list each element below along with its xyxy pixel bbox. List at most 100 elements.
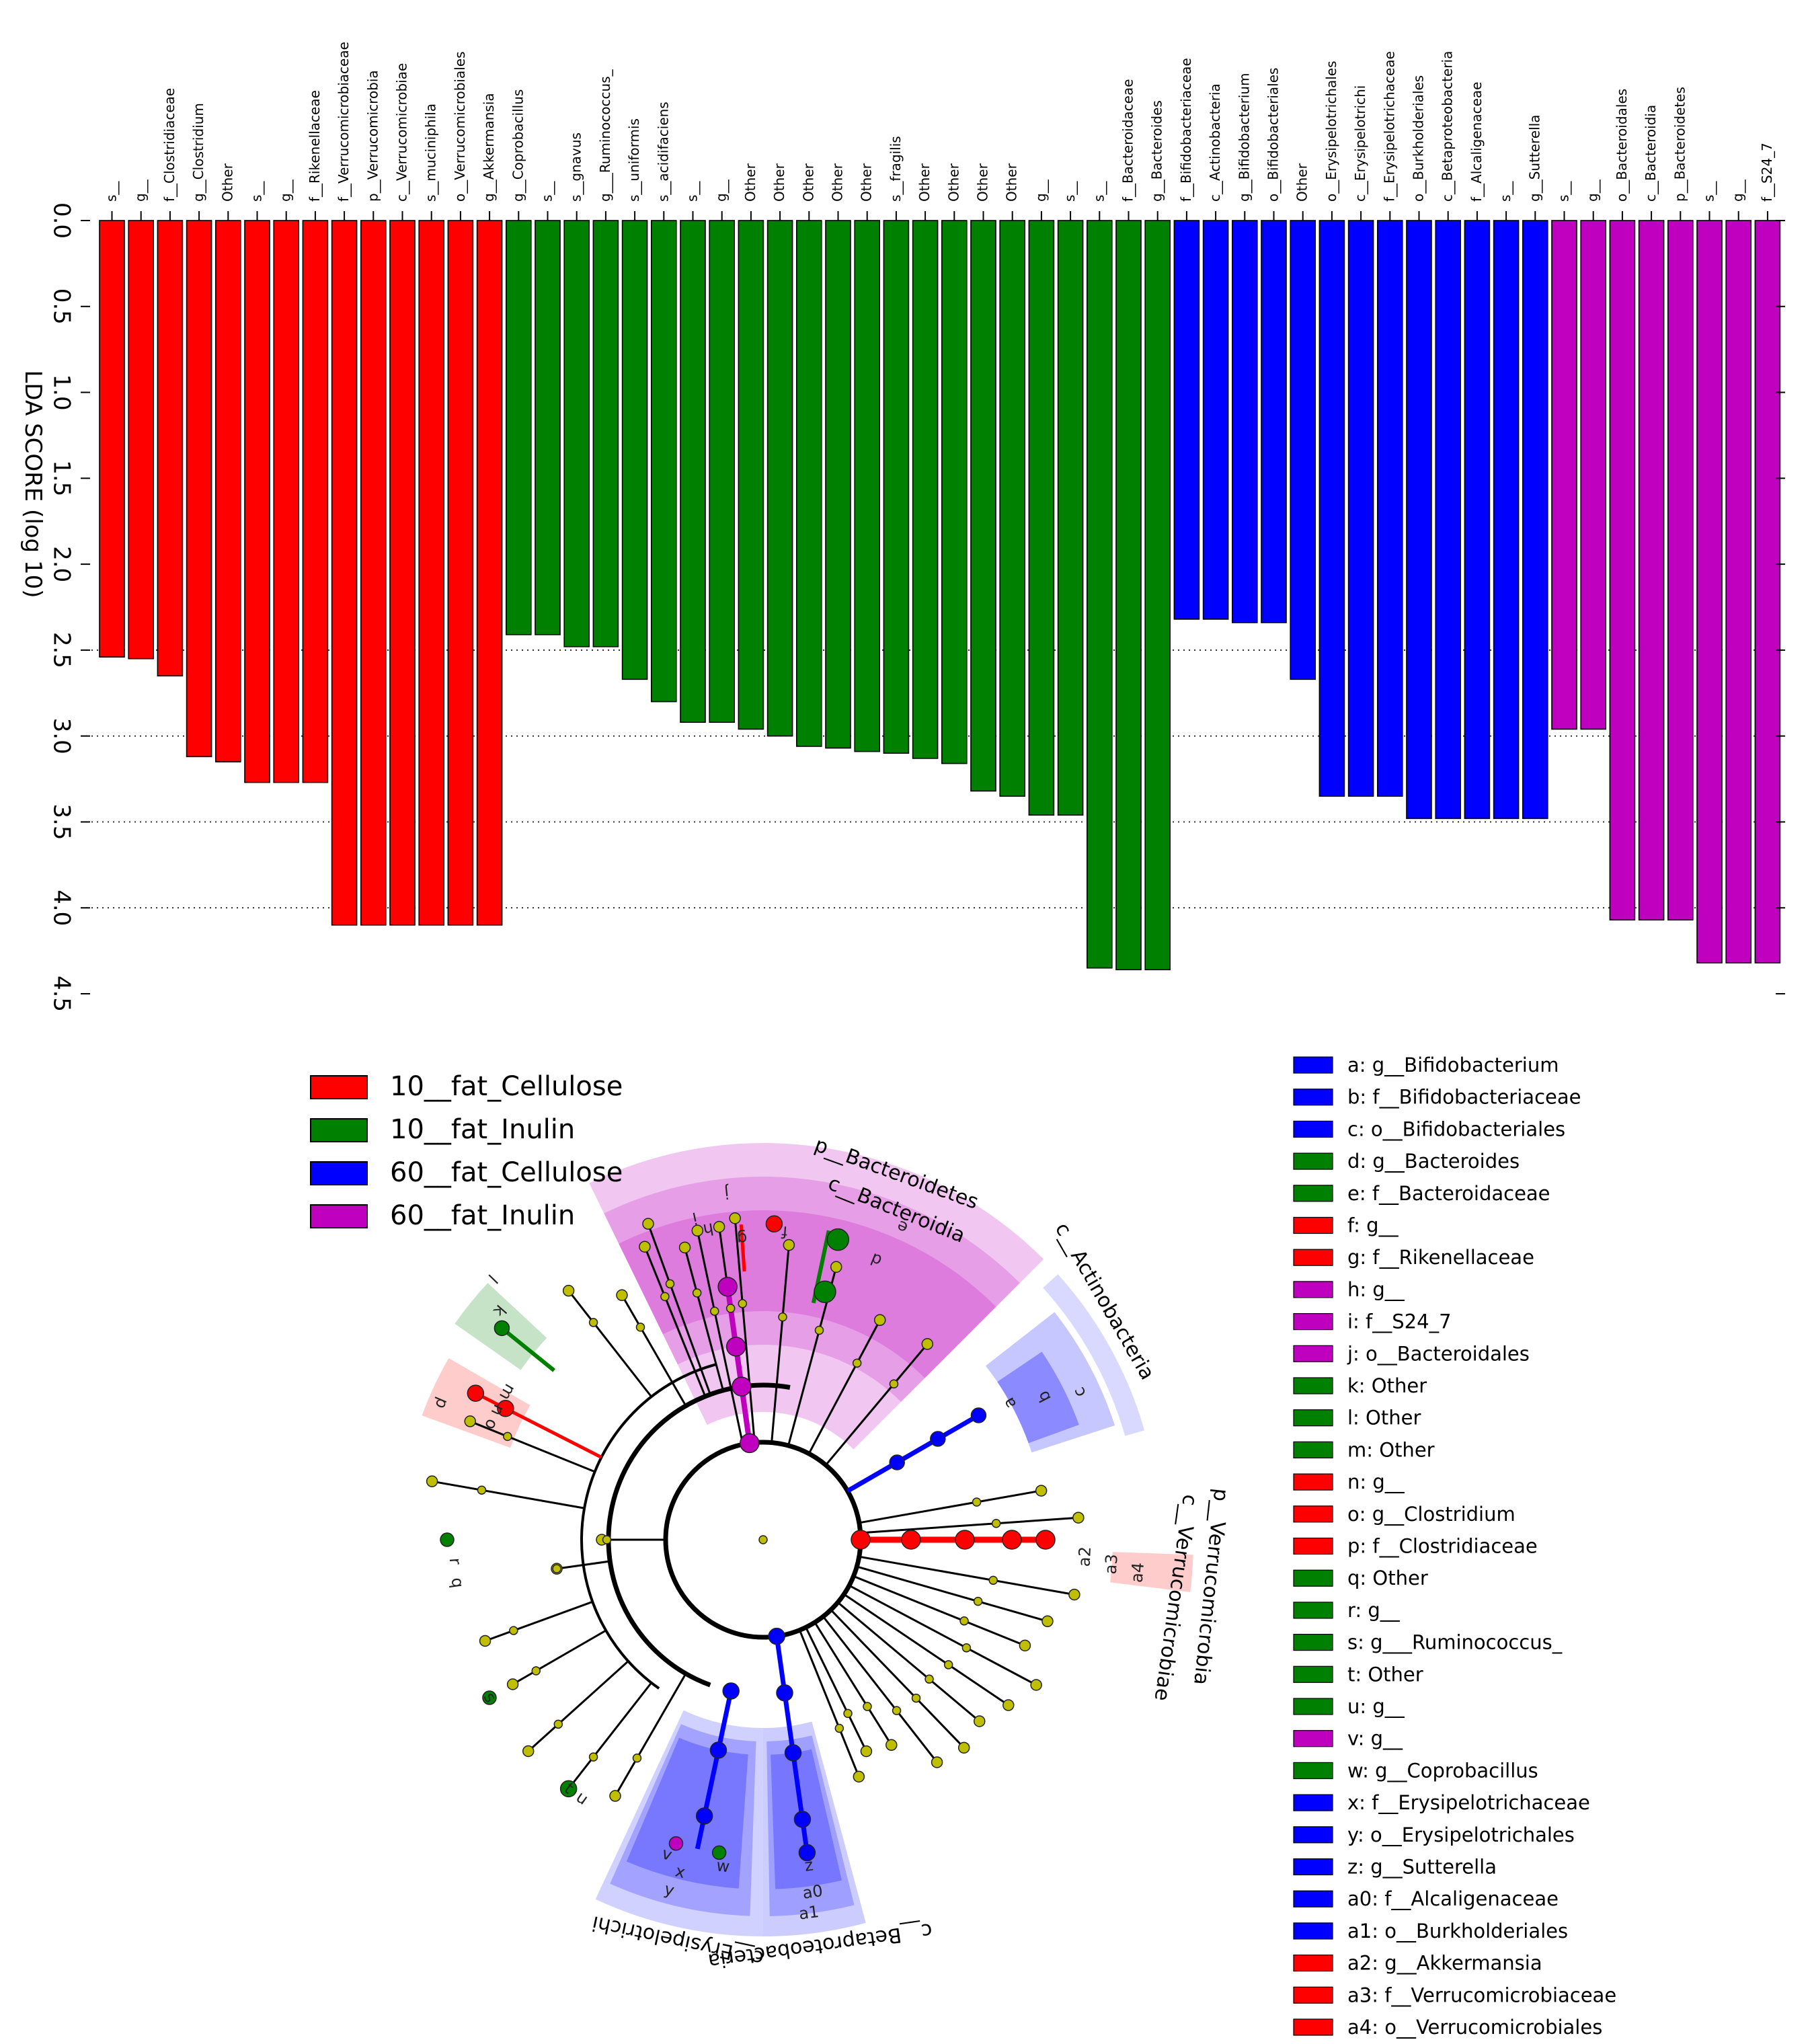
bar [680,220,706,723]
mid-node [738,1299,748,1308]
leaf-node [426,1475,438,1487]
mid-node [959,1616,969,1626]
firmicutes-arc [606,1382,764,1688]
node-bacteroides [814,1280,836,1304]
node-actinobacteria [970,1407,987,1423]
branch-clostridiaceae [475,1391,602,1459]
mid-node [863,1702,872,1711]
bar [535,220,561,635]
y-tick-label: 0.5 [48,288,75,325]
bar-label: Other [859,163,875,202]
node-clostridiaceae [497,1400,514,1417]
legend-swatch [310,1161,368,1185]
leaf-node [973,1715,986,1727]
mid-node [889,1379,899,1389]
mid-node [943,1660,953,1669]
bar [592,220,619,647]
leaf-node [1072,1511,1085,1524]
y-tick-label: 0.0 [48,202,75,239]
key-swatch [1293,1858,1333,1876]
branch [859,1555,1075,1596]
bar-label: o__Bifidobacteriales [1265,68,1282,202]
legend-entry: 10__fat_Inulin [390,1114,575,1145]
key-swatch [1293,1955,1333,1972]
y-tick-label: 1.5 [48,460,75,496]
branch [684,1247,724,1391]
bar-label: s__ [684,181,701,202]
leaf-node [1041,1615,1054,1628]
bar-label: Other [1004,163,1020,202]
lda-bar-chart: s__ g__ f__Clostridiaceae g__Clostridium Oth… [19,42,1785,1012]
key-swatch [1293,1441,1333,1458]
key-swatch [1293,1056,1333,1074]
bar-label: g__ [1033,179,1049,202]
bar [1290,220,1316,680]
y-axis: 0.0 0.5 1.0 1.5 2.0 2.5 3.0 3.5 4.0 4.5 [48,202,1785,1012]
bar [244,220,270,783]
bar-label: g__Akkermansia [481,93,497,202]
clade-letter: r [446,1557,465,1565]
bar-label: s__muciniphila [423,104,439,202]
mid-node [552,1564,561,1573]
key-swatch [1293,1794,1333,1811]
bar-label: c__Erysipelotrichi [1352,85,1368,202]
branch [556,1560,611,1570]
branch [527,1660,629,1752]
legend-swatch [310,1075,368,1099]
bar-label: f__Rikenellaceae [307,90,323,202]
key-swatch [1293,1249,1333,1266]
bar [447,220,474,926]
node-clostridiaceae [467,1384,485,1402]
leaf-node [1068,1588,1080,1601]
mid-node [503,1431,512,1442]
mid-node [911,1693,921,1703]
bar-label: g__Coprobacillus [510,89,526,202]
leaf-node [678,1241,691,1254]
mid-node [778,1312,787,1322]
bar-label: c__Betaproteobacteria [1440,51,1456,202]
key-swatch [1293,1345,1333,1362]
branch [814,1622,893,1746]
root-node [758,1535,768,1544]
bar [1232,220,1258,623]
bar [1754,220,1781,964]
node-erysipelotrichi [709,1741,727,1759]
bar-label: s__fragilis [888,136,904,202]
bar-label: Other [800,163,816,202]
clade-letter: g [736,1229,748,1249]
bar-label: f__S24_7 [1759,143,1775,202]
sector-bacteroidia [604,1177,1020,1402]
key-swatch [1293,2018,1333,2036]
mid-node [924,1674,934,1684]
bar-label: Other [975,163,991,202]
bar [912,220,939,759]
mid-node [531,1666,541,1676]
bar [709,220,735,723]
bar-label: s__gnavus [568,132,584,202]
key-swatch [1293,1312,1333,1331]
branch [696,1230,744,1445]
leaf-node [506,1678,519,1690]
sector-clostridiaceae [422,1358,530,1448]
mid-node [814,1325,824,1335]
bar [389,220,416,926]
leaf-node [957,1741,970,1754]
key-swatch [1293,1665,1333,1683]
bar-label: Other [916,163,933,202]
key-entry: u: g__ [1347,1695,1405,1718]
branch [805,1626,867,1752]
bar [1464,220,1491,820]
bar-label: c__Bacteroidia [1643,105,1659,202]
bar-label: g___Ruminococcus_ [597,69,613,202]
bar-label: s__ [539,181,555,202]
key-entry: n: g__ [1347,1470,1405,1493]
node-other-t [559,1780,578,1798]
clade-letter: j [723,1183,731,1202]
key-swatch [1293,1089,1333,1106]
clade-letter: a3 [1101,1553,1122,1575]
bar [1377,220,1403,797]
bar [970,220,996,792]
bar [738,220,764,730]
node-w [711,1845,727,1860]
bar-label: o__Erysipelotrichales [1323,61,1339,202]
